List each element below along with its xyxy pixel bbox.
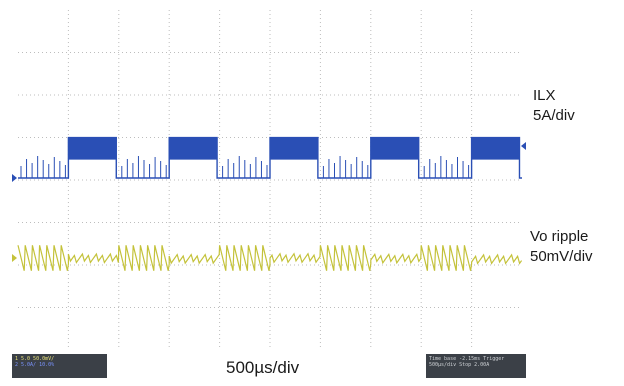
channel-markers: [12, 142, 526, 262]
ch1-status: 1 5.0 50.0mV/: [15, 356, 55, 362]
ilx-series-label: ILX: [533, 87, 556, 104]
timebase-label: 500µs/div: [226, 358, 300, 377]
ilx-high-band: [370, 137, 419, 160]
ilx-high-band: [270, 137, 318, 160]
plot-grid: [18, 10, 522, 350]
timebase-status-panel: Time base -2.15ms Trigger 500µs/div Stop…: [426, 354, 526, 378]
timebase-status-line2: 500µs/div Stop 2.00A: [429, 362, 490, 368]
ilx-trace: [18, 136, 522, 179]
ilx-high-band: [471, 137, 520, 160]
vo-ground-marker: [12, 254, 17, 262]
vo-ripple-line: [17, 245, 523, 271]
ch2-status: 2 5.0A/ 10.0%: [15, 362, 55, 368]
vo-ripple-scale-label: 50mV/div: [530, 248, 593, 265]
channel-status-panel: 1 5.0 50.0mV/ 2 5.0A/ 10.0%: [12, 354, 107, 378]
vo-ripple-trace: [17, 245, 523, 271]
ilx-scale-label: 5A/div: [533, 107, 575, 124]
ilx-high-band: [68, 137, 117, 160]
timebase-status-line1: Time base -2.15ms Trigger: [429, 356, 505, 362]
vo-ripple-series-label: Vo ripple: [530, 228, 589, 245]
trigger-level-marker: [521, 142, 526, 150]
ilx-high-band: [169, 137, 218, 160]
ilx-ground-marker: [12, 174, 17, 182]
